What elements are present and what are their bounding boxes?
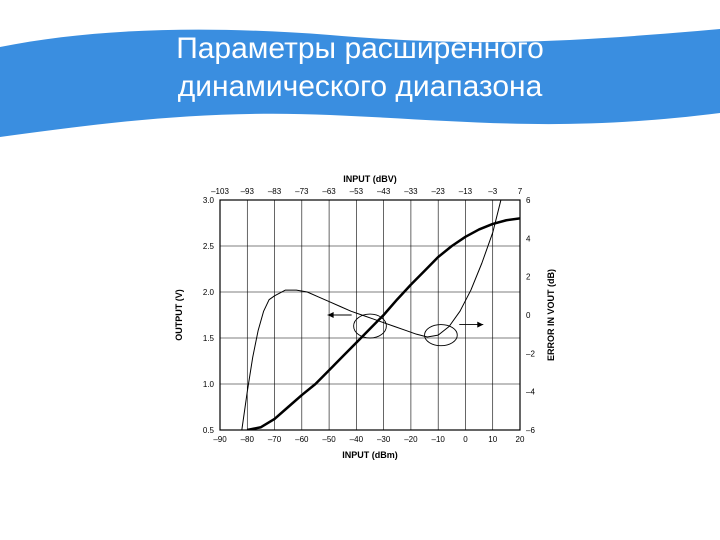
svg-text:INPUT (dBV): INPUT (dBV) (343, 174, 397, 184)
chart: –90–103–80–93–70–83–60–73–50–63–40–53–30… (160, 170, 560, 480)
svg-text:1.5: 1.5 (203, 334, 215, 343)
svg-text:0: 0 (526, 311, 531, 320)
svg-text:–103: –103 (211, 187, 229, 196)
svg-text:2.0: 2.0 (203, 288, 215, 297)
svg-text:–40: –40 (350, 435, 364, 444)
svg-text:–6: –6 (526, 426, 535, 435)
svg-text:–10: –10 (432, 435, 446, 444)
svg-text:–93: –93 (241, 187, 255, 196)
slide: Параметры расширенного динамического диа… (0, 0, 720, 540)
title-line-2: динамического диапазона (178, 70, 543, 103)
svg-text:2: 2 (526, 273, 531, 282)
svg-text:4: 4 (526, 234, 531, 243)
svg-text:0: 0 (463, 435, 468, 444)
slide-title: Параметры расширенного динамического диа… (0, 30, 720, 105)
svg-text:–4: –4 (526, 388, 535, 397)
svg-text:INPUT (dBm): INPUT (dBm) (342, 450, 398, 460)
svg-text:OUTPUT (V): OUTPUT (V) (174, 289, 184, 341)
svg-text:–73: –73 (295, 187, 309, 196)
svg-text:–60: –60 (295, 435, 309, 444)
svg-text:–30: –30 (377, 435, 391, 444)
svg-text:ERROR IN VOUT (dB): ERROR IN VOUT (dB) (546, 269, 556, 361)
chart-svg: –90–103–80–93–70–83–60–73–50–63–40–53–30… (160, 170, 560, 480)
svg-text:–70: –70 (268, 435, 282, 444)
svg-text:–2: –2 (526, 349, 535, 358)
svg-text:0.5: 0.5 (203, 426, 215, 435)
svg-text:7: 7 (518, 187, 523, 196)
svg-text:–13: –13 (459, 187, 473, 196)
svg-text:10: 10 (488, 435, 497, 444)
svg-text:–63: –63 (322, 187, 336, 196)
svg-text:–3: –3 (488, 187, 497, 196)
svg-text:–53: –53 (350, 187, 364, 196)
svg-text:–20: –20 (404, 435, 418, 444)
svg-text:1.0: 1.0 (203, 380, 215, 389)
svg-text:–80: –80 (241, 435, 255, 444)
title-line-1: Параметры расширенного (176, 32, 544, 65)
svg-text:6: 6 (526, 196, 531, 205)
svg-text:–50: –50 (322, 435, 336, 444)
svg-text:20: 20 (516, 435, 525, 444)
svg-text:–83: –83 (268, 187, 282, 196)
svg-text:–33: –33 (404, 187, 418, 196)
svg-text:2.5: 2.5 (203, 242, 215, 251)
svg-text:–43: –43 (377, 187, 391, 196)
svg-text:3.0: 3.0 (203, 196, 215, 205)
svg-text:–23: –23 (432, 187, 446, 196)
svg-text:–90: –90 (213, 435, 227, 444)
